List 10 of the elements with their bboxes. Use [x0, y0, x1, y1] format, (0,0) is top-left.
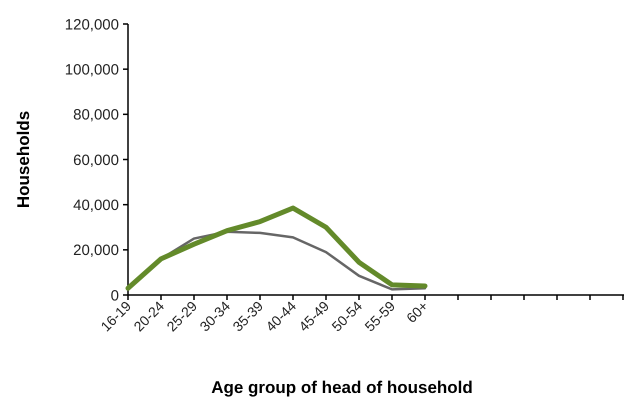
- y-tick-label: 40,000: [73, 196, 119, 214]
- x-tick-label: 60+: [403, 298, 432, 326]
- y-axis-title: Households: [14, 110, 33, 208]
- y-tick-label: 120,000: [64, 16, 119, 34]
- y-tick-label: 60,000: [73, 152, 119, 169]
- x-axis-title: Age group of head of household: [211, 378, 473, 397]
- y-tick-label: 20,000: [73, 242, 119, 260]
- y-tick-label: 100,000: [64, 61, 119, 78]
- y-tick-label: 0: [110, 287, 119, 304]
- y-tick-label: 80,000: [73, 106, 119, 124]
